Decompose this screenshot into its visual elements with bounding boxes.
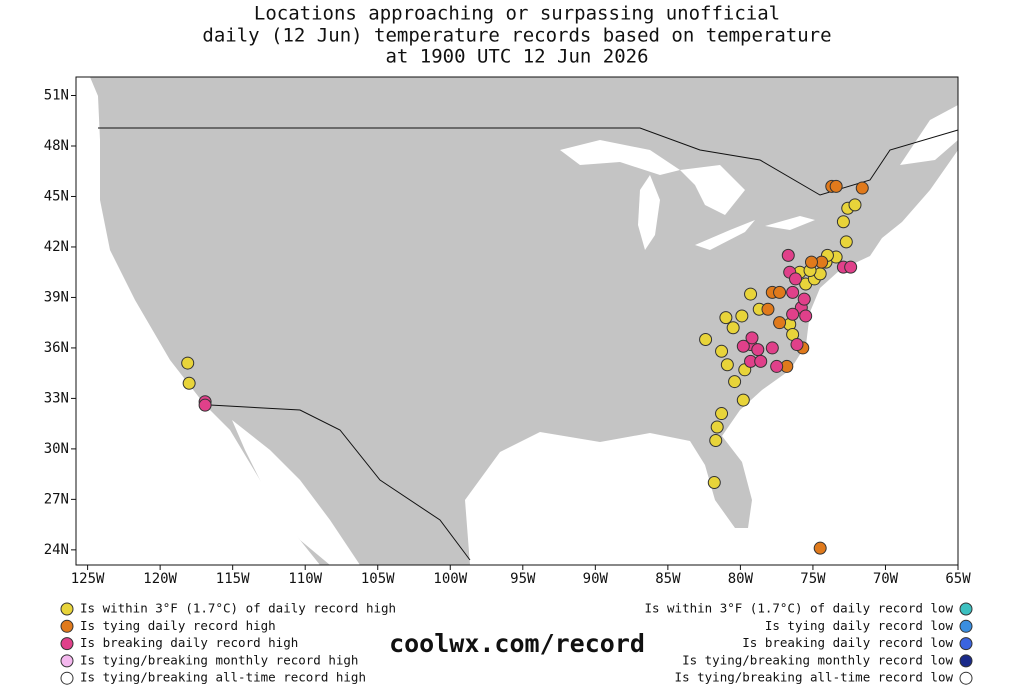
legend-label: Is within 3°F (1.7°C) of daily record hi… xyxy=(80,601,396,616)
legend-swatch xyxy=(60,619,74,633)
y-tick-label: 30N xyxy=(44,441,69,457)
station-point xyxy=(728,375,742,389)
station-point xyxy=(765,341,779,355)
title-line: daily (12 Jun) temperature records based… xyxy=(202,25,831,47)
station-point xyxy=(736,339,750,353)
station-point xyxy=(182,376,196,390)
legend-label: Is tying/breaking all-time record low xyxy=(675,670,954,685)
x-tick-label: 85W xyxy=(655,571,681,587)
title-line: at 1900 UTC 12 Jun 2026 xyxy=(385,46,648,68)
station-point xyxy=(781,248,795,262)
legend-swatch xyxy=(959,602,973,616)
station-point xyxy=(754,354,768,368)
legend-swatch xyxy=(60,637,74,651)
legend-swatch xyxy=(959,654,973,668)
legend-label: Is tying/breaking all-time record high xyxy=(80,670,366,685)
legend-swatch xyxy=(959,619,973,633)
station-point xyxy=(709,433,723,447)
station-point xyxy=(786,307,800,321)
station-point xyxy=(844,260,858,274)
y-tick-label: 48N xyxy=(44,138,69,154)
title-line: Locations approaching or surpassing unof… xyxy=(254,3,780,25)
legend-label: Is breaking daily record high xyxy=(80,635,298,650)
x-tick-label: 70W xyxy=(873,571,899,587)
legend-swatch xyxy=(60,602,74,616)
station-point xyxy=(735,309,749,323)
station-point xyxy=(839,235,853,249)
x-tick-label: 120W xyxy=(143,571,177,587)
y-tick-label: 51N xyxy=(44,88,69,104)
y-tick-label: 27N xyxy=(44,491,69,507)
x-tick-label: 110W xyxy=(288,571,322,587)
station-point xyxy=(198,398,212,412)
legend-label: Is breaking daily record low xyxy=(742,635,953,650)
station-point xyxy=(813,541,827,555)
station-point xyxy=(804,255,818,269)
station-point xyxy=(736,393,750,407)
station-point xyxy=(789,272,803,286)
x-tick-label: 100W xyxy=(433,571,467,587)
station-point xyxy=(797,292,811,306)
station-point xyxy=(786,285,800,299)
legend-swatch xyxy=(60,671,74,685)
x-tick-label: 65W xyxy=(945,571,971,587)
station-point xyxy=(836,215,850,229)
station-point xyxy=(745,331,759,345)
x-tick-label: 125W xyxy=(71,571,105,587)
y-tick-label: 24N xyxy=(44,542,69,558)
basemap xyxy=(75,76,959,566)
legend-label: Is tying/breaking monthly record low xyxy=(682,652,953,667)
y-tick-label: 42N xyxy=(44,239,69,255)
x-tick-label: 95W xyxy=(510,571,536,587)
station-point xyxy=(710,420,724,434)
station-point xyxy=(855,181,869,195)
station-point xyxy=(770,359,784,373)
station-point xyxy=(751,343,765,357)
station-point xyxy=(829,179,843,193)
legend-label: Is tying/breaking monthly record high xyxy=(80,652,358,667)
station-point xyxy=(761,302,775,316)
legend-label: Is within 3°F (1.7°C) of daily record lo… xyxy=(644,601,953,616)
station-point xyxy=(744,287,758,301)
station-point xyxy=(699,333,713,347)
legend-label: Is tying daily record low xyxy=(765,618,954,633)
x-tick-label: 105W xyxy=(361,571,395,587)
station-point xyxy=(726,321,740,335)
station-point xyxy=(715,407,729,421)
station-point xyxy=(715,344,729,358)
legend-swatch xyxy=(959,637,973,651)
legend-swatch xyxy=(60,654,74,668)
station-point xyxy=(773,285,787,299)
legend-swatch xyxy=(959,671,973,685)
station-point xyxy=(799,309,813,323)
x-tick-label: 80W xyxy=(728,571,754,587)
legend-label: Is tying daily record high xyxy=(80,618,276,633)
y-tick-label: 33N xyxy=(44,390,69,406)
x-tick-label: 75W xyxy=(800,571,826,587)
y-tick-label: 39N xyxy=(44,289,69,305)
x-tick-label: 115W xyxy=(216,571,250,587)
source-label: coolwx.com/record xyxy=(389,629,645,658)
y-tick-label: 45N xyxy=(44,188,69,204)
y-tick-label: 36N xyxy=(44,340,69,356)
station-point xyxy=(181,356,195,370)
station-point xyxy=(848,198,862,212)
station-point xyxy=(719,311,733,325)
station-point xyxy=(707,476,721,490)
station-point xyxy=(790,338,804,352)
station-point xyxy=(720,358,734,372)
x-tick-label: 90W xyxy=(583,571,609,587)
station-point xyxy=(773,316,787,330)
